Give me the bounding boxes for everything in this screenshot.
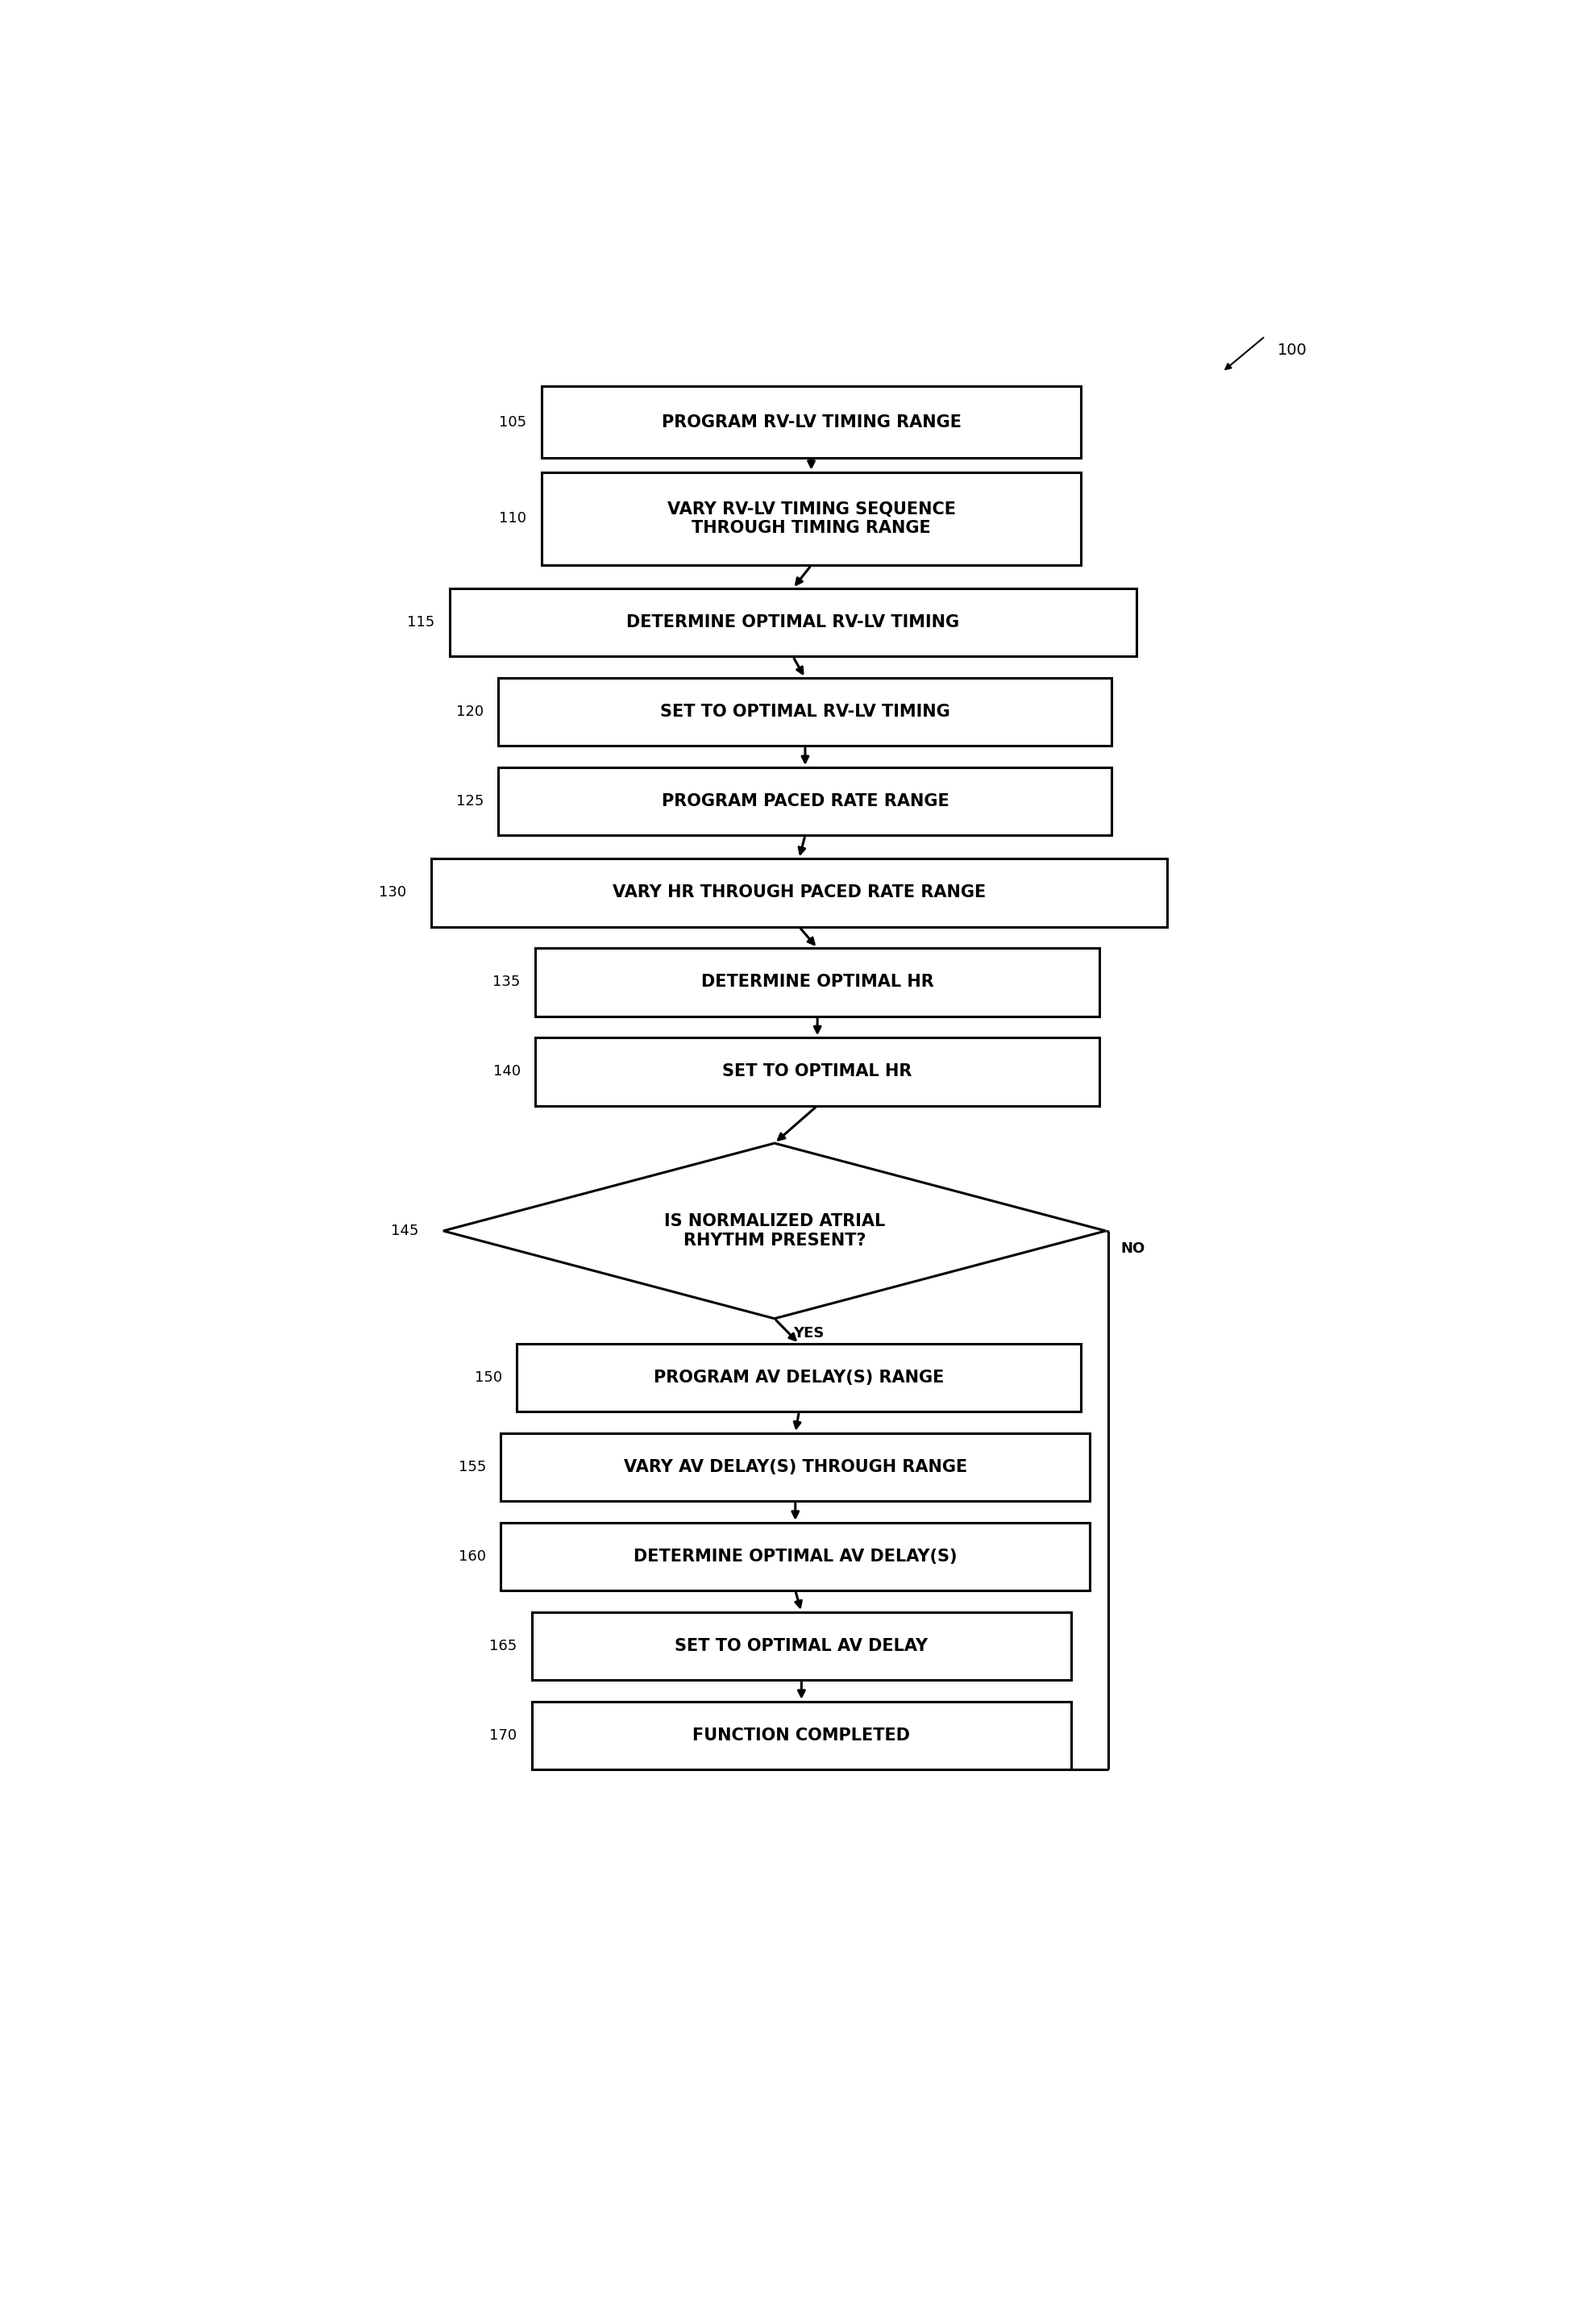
Text: 100: 100 [1277,344,1308,358]
Bar [516,1343,1081,1411]
Text: 145: 145 [391,1225,418,1239]
Bar [499,767,1111,834]
Text: 130: 130 [378,885,407,899]
Text: VARY HR THROUGH PACED RATE RANGE: VARY HR THROUGH PACED RATE RANGE [613,885,986,902]
Text: PROGRAM AV DELAY(S) RANGE: PROGRAM AV DELAY(S) RANGE [654,1369,943,1385]
Text: 105: 105 [499,414,527,430]
Bar [541,386,1081,458]
Text: 120: 120 [456,704,484,718]
Text: 140: 140 [492,1064,521,1078]
Bar [431,858,1167,927]
Text: 125: 125 [456,795,484,809]
Bar [535,1037,1100,1106]
Text: SET TO OPTIMAL AV DELAY: SET TO OPTIMAL AV DELAY [674,1638,928,1655]
Text: 170: 170 [489,1729,516,1743]
Text: PROGRAM RV-LV TIMING RANGE: PROGRAM RV-LV TIMING RANGE [662,414,961,430]
Text: 110: 110 [499,511,527,525]
Text: 155: 155 [459,1459,486,1473]
Text: DETERMINE OPTIMAL RV-LV TIMING: DETERMINE OPTIMAL RV-LV TIMING [627,614,959,630]
Text: FUNCTION COMPLETED: FUNCTION COMPLETED [693,1727,910,1743]
Text: SET TO OPTIMAL RV-LV TIMING: SET TO OPTIMAL RV-LV TIMING [660,704,950,720]
Text: SET TO OPTIMAL HR: SET TO OPTIMAL HR [722,1064,912,1081]
Bar [499,679,1111,746]
Text: PROGRAM PACED RATE RANGE: PROGRAM PACED RATE RANGE [662,792,948,809]
Text: IS NORMALIZED ATRIAL
RHYTHM PRESENT?: IS NORMALIZED ATRIAL RHYTHM PRESENT? [663,1213,885,1248]
Bar [450,588,1137,655]
Text: 160: 160 [459,1550,486,1564]
Bar [500,1522,1089,1590]
Text: 135: 135 [492,974,521,990]
Text: DETERMINE OPTIMAL AV DELAY(S): DETERMINE OPTIMAL AV DELAY(S) [633,1548,958,1564]
Bar [532,1613,1072,1680]
Bar [532,1701,1072,1769]
Bar [500,1434,1089,1501]
Text: VARY RV-LV TIMING SEQUENCE
THROUGH TIMING RANGE: VARY RV-LV TIMING SEQUENCE THROUGH TIMIN… [666,502,956,537]
Text: 150: 150 [475,1371,502,1385]
Text: 165: 165 [489,1638,516,1652]
Bar [535,948,1100,1016]
Text: DETERMINE OPTIMAL HR: DETERMINE OPTIMAL HR [701,974,934,990]
Text: NO: NO [1121,1241,1145,1255]
Text: 115: 115 [407,616,435,630]
Polygon shape [443,1143,1105,1318]
Bar [541,472,1081,565]
Text: VARY AV DELAY(S) THROUGH RANGE: VARY AV DELAY(S) THROUGH RANGE [624,1459,967,1476]
Text: YES: YES [793,1325,823,1341]
